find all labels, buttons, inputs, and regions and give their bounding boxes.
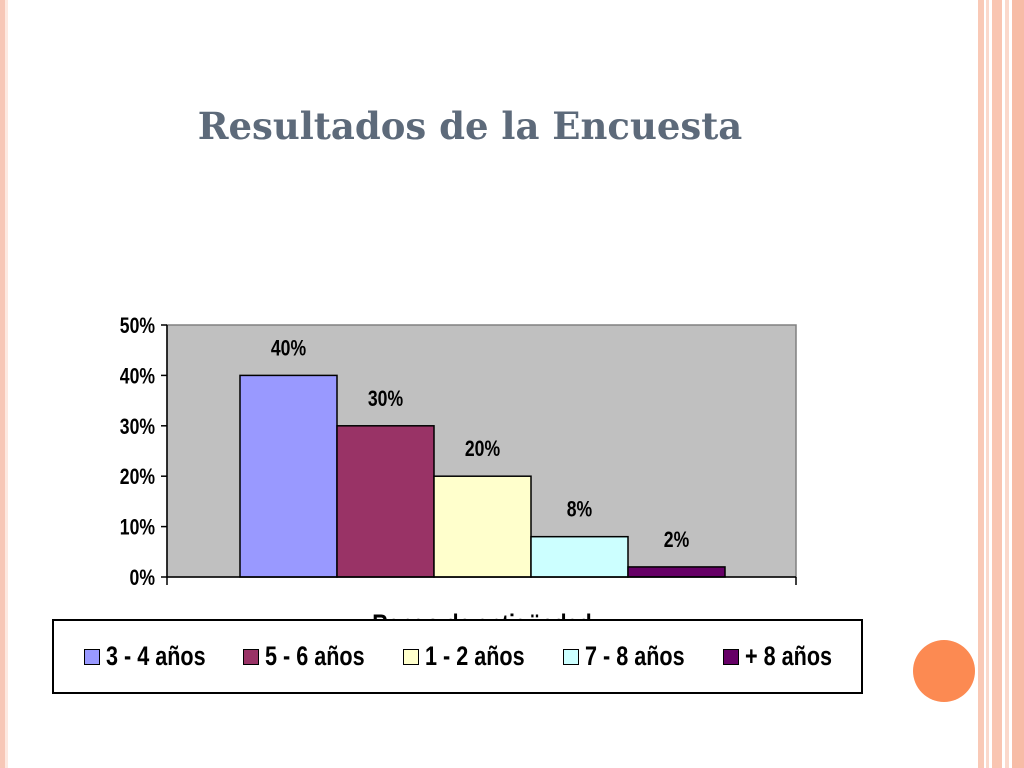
legend-label: 5 - 6 años [265,641,365,671]
legend-label: 3 - 4 años [105,641,206,671]
legend-swatch [243,648,260,665]
y-tick-label: 10% [120,516,155,540]
left-border-decoration [0,0,8,768]
data-labels: 40% 30% 20% 8% 2% [271,337,690,553]
bar [627,566,726,578]
legend-label: 7 - 8 años [584,641,685,671]
legend-item: + 8 años [722,641,832,672]
y-tick-label: 30% [120,415,155,439]
y-tick-label: 20% [120,465,155,489]
bar [336,425,435,578]
legend-swatch [562,648,579,665]
data-label: 40% [271,337,306,361]
data-label: 20% [465,437,500,461]
legend-label: + 8 años [744,641,832,671]
orange-circle-decoration [913,640,975,702]
data-label: 30% [368,387,403,411]
bars [239,374,726,578]
right-stripes-decoration [978,0,1024,768]
y-axis: 0% 10% 20% 30% 40% 50% [120,314,797,591]
bar [239,374,338,578]
legend-swatch [403,648,420,665]
legend-item: 3 - 4 años [83,641,209,672]
y-tick-label: 40% [120,365,155,389]
legend: 3 - 4 años 5 - 6 años 1 - 2 años 7 - 8 años… [52,619,863,694]
legend-item: 1 - 2 años [403,641,528,672]
y-tick-label: 50% [120,314,155,338]
legend-label: 1 - 2 años [425,641,525,671]
bar [433,475,532,578]
bar [530,535,629,578]
legend-swatch [722,648,739,665]
slide-title: Resultados de la Encuesta [197,104,743,148]
legend-swatch [83,648,100,665]
data-label: 8% [567,498,593,522]
y-tick-label: 0% [130,566,156,590]
data-label: 2% [664,528,690,552]
legend-item: 5 - 6 años [243,641,368,672]
legend-item: 7 - 8 años [562,641,688,672]
